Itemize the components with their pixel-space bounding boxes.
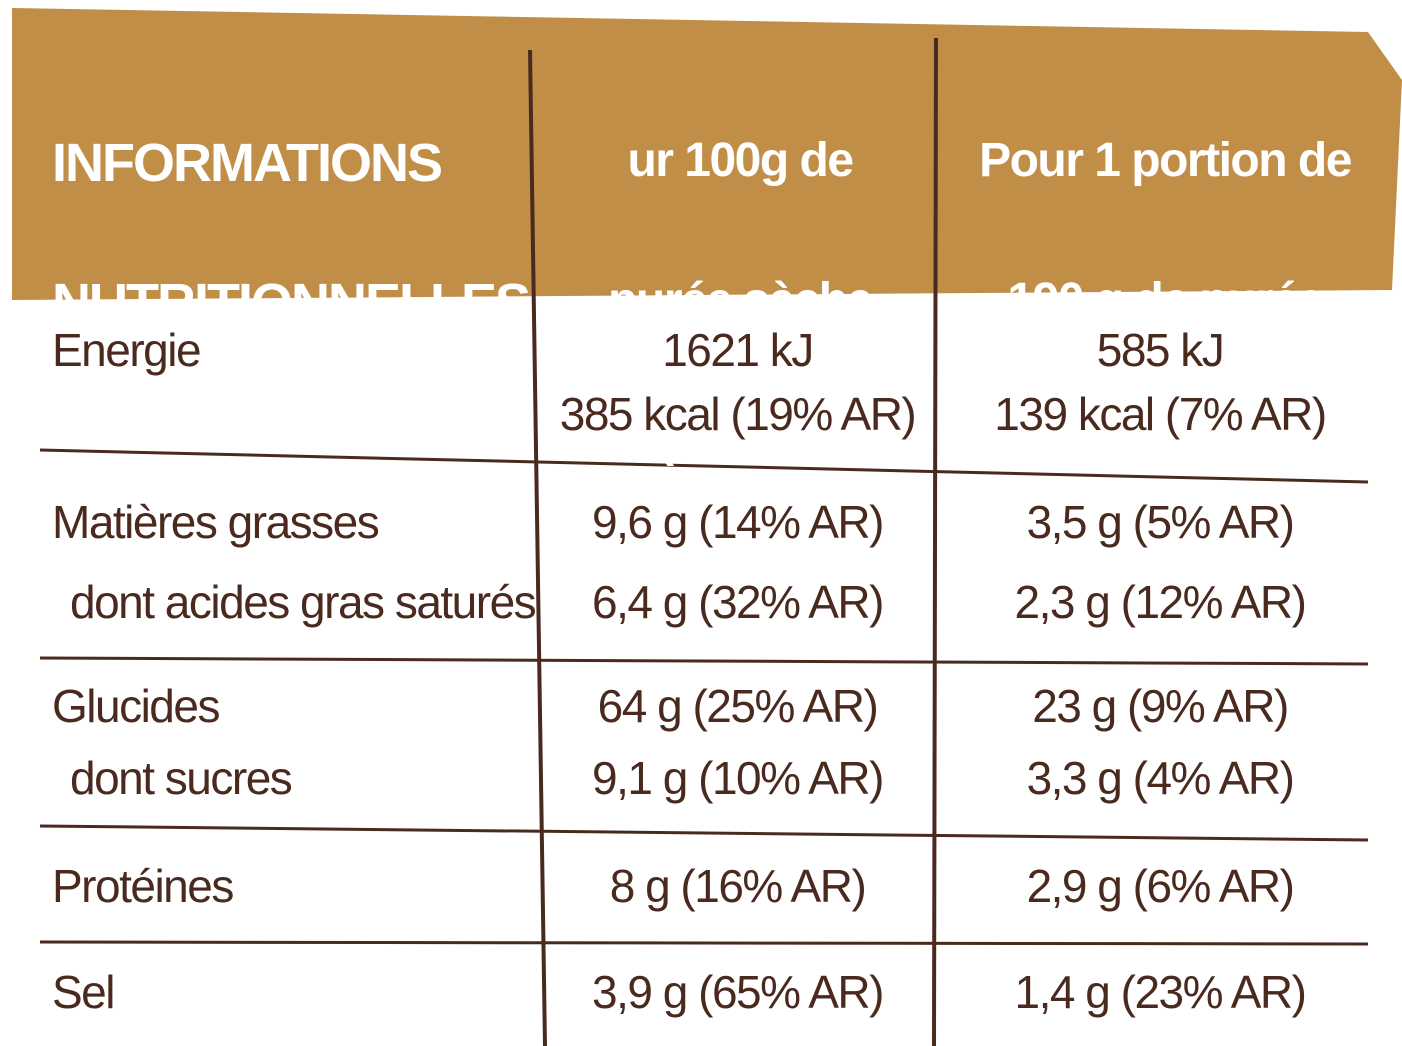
column-header-per-portion-line-1: Pour 1 portion de — [979, 134, 1352, 187]
row-value-glucides-portion: 23 g (9% AR) — [1032, 680, 1289, 732]
row-value-sucres-portion: 3,3 g (4% AR) — [1026, 752, 1295, 804]
column-header-per-100g-line-2: purée sèche — [608, 274, 873, 327]
row-label-sel: Sel — [52, 966, 115, 1018]
column-header-per-100g-line-1: ur 100g de — [627, 134, 854, 187]
row-label-sucres: dont sucres — [70, 752, 293, 804]
column-header-per-portion-line-2: 190 g de purée — [1007, 274, 1324, 327]
row-label-energie: Energie — [52, 324, 202, 376]
table-title-line-1: INFORMATIONS — [52, 133, 443, 193]
row-value-energie-kcal-portion: 139 kcal (7% AR) — [994, 388, 1327, 440]
row-value-matieres-grasses-100g: 9,6 g (14% AR) — [592, 496, 884, 548]
row-divider-2 — [39, 656, 1369, 666]
row-value-energie-kcal-100g: 385 kcal (19% AR) — [559, 388, 917, 440]
row-label-acides-gras-satures: dont acides gras saturés — [70, 576, 537, 628]
table-title: INFORMATIONS NUTRITIONNELLES — [52, 58, 531, 408]
row-divider-3 — [39, 824, 1369, 842]
row-value-sel-portion: 1,4 g (23% AR) — [1014, 966, 1307, 1018]
column-header-per-portion: Pour 1 portion de 190 g de purée préparé… — [940, 56, 1390, 546]
row-label-glucides: Glucides — [52, 680, 220, 732]
row-value-sel-100g: 3,9 g (65% AR) — [592, 966, 884, 1018]
row-value-glucides-100g: 64 g (25% AR) — [597, 680, 879, 732]
row-value-energie-kj-100g: 1621 kJ — [662, 324, 814, 376]
row-label-proteines: Protéines — [52, 860, 234, 912]
row-divider-4 — [39, 940, 1369, 946]
header-band-shape — [12, 8, 1402, 300]
row-value-proteines-100g: 8 g (16% AR) — [609, 860, 867, 912]
header-band — [0, 0, 1402, 300]
row-value-proteines-portion: 2,9 g (6% AR) — [1026, 860, 1295, 912]
row-value-sucres-100g: 9,1 g (10% AR) — [592, 752, 884, 804]
row-value-acides-gras-satures-100g: 6,4 g (32% AR) — [592, 576, 884, 628]
row-label-matieres-grasses: Matières grasses — [52, 496, 380, 548]
row-value-matieres-grasses-portion: 3,5 g (5% AR) — [1026, 496, 1295, 548]
row-value-acides-gras-satures-portion: 2,3 g (12% AR) — [1014, 576, 1307, 628]
row-value-energie-kj-portion: 585 kJ — [1096, 324, 1225, 376]
table-title-line-2: NUTRITIONNELLES — [52, 273, 531, 333]
column-header-per-100g: ur 100g de purée sèche (% AR*) — [545, 56, 935, 546]
